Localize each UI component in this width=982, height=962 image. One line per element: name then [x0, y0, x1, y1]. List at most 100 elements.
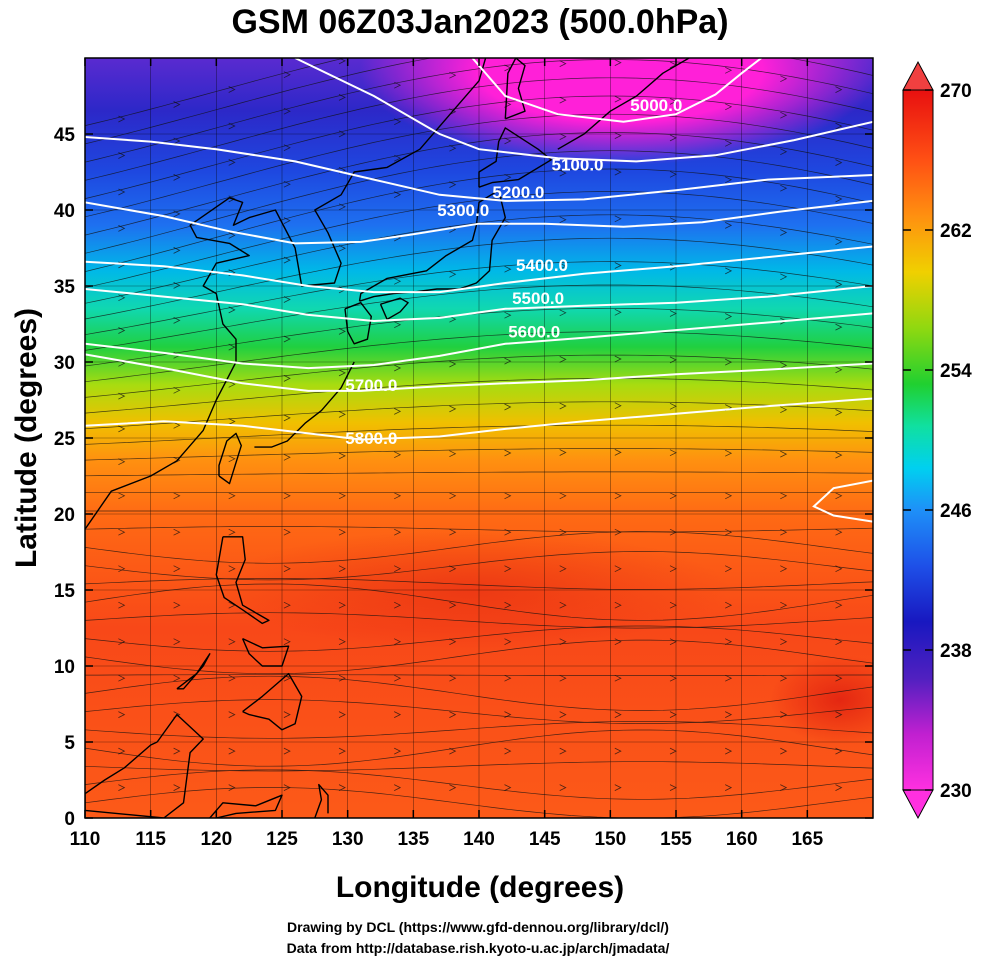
wind-arrow	[338, 411, 346, 418]
streamline	[85, 77, 873, 181]
wind-arrow	[118, 638, 126, 646]
wind-arrow	[394, 364, 402, 372]
contour-5400	[85, 245, 873, 294]
streamline	[85, 261, 873, 336]
wind-arrow	[173, 137, 181, 145]
wind-arrow	[228, 565, 236, 573]
wind-arrow	[835, 451, 843, 459]
wind-arrow	[780, 184, 788, 192]
y-tick-label: 30	[54, 353, 75, 374]
streamline	[85, 331, 873, 383]
wind-arrow	[504, 784, 512, 791]
wind-arrow	[338, 328, 346, 335]
wind-arrow	[835, 747, 843, 755]
wind-arrow	[449, 601, 457, 609]
wind-arrow	[394, 711, 402, 718]
wind-arrow	[283, 180, 291, 188]
wind-arrow	[725, 66, 733, 74]
streamline	[85, 729, 873, 767]
streamline	[85, 612, 873, 629]
wind-arrow	[725, 492, 733, 500]
wind-arrow	[118, 294, 126, 302]
wind-arrow	[449, 747, 457, 755]
contour-5100	[294, 58, 873, 163]
wind-arrow	[725, 267, 733, 275]
wind-arrow	[449, 492, 457, 500]
wind-arrow	[725, 449, 733, 457]
wind-arrow	[449, 784, 457, 791]
wind-arrow	[173, 386, 181, 394]
wind-arrow	[614, 601, 622, 609]
wind-arrow	[614, 492, 622, 500]
wind-arrow	[228, 528, 236, 536]
coast-kurils	[557, 58, 690, 150]
x-tick-label: 135	[397, 829, 429, 850]
wind-arrow	[725, 711, 733, 718]
wind-streamlines	[85, 39, 873, 818]
coast-hokkaido	[478, 127, 552, 188]
colorbar-min-extension	[902, 789, 934, 820]
streamline	[85, 307, 873, 367]
y-tick-label: 25	[54, 429, 76, 450]
wind-arrow	[118, 225, 126, 232]
wind-arrow	[228, 232, 236, 239]
streamline	[85, 401, 873, 430]
wind-arrow	[725, 222, 733, 229]
wind-arrow	[780, 229, 788, 236]
wind-arrow	[614, 308, 622, 316]
wind-arrow	[338, 369, 346, 377]
coast-palawan	[176, 653, 211, 690]
wind-arrow	[283, 144, 291, 152]
wind-arrow	[669, 310, 677, 317]
x-tick-label: 125	[266, 829, 298, 850]
wind-arrow	[394, 747, 402, 755]
wind-arrow	[504, 265, 512, 273]
wind-arrow	[228, 122, 236, 130]
wind-arrow	[118, 458, 126, 466]
wind-arrow	[669, 528, 677, 536]
wind-arrow	[338, 130, 346, 138]
wind-arrow	[338, 58, 346, 65]
wind-arrow	[228, 674, 236, 682]
wind-arrow	[614, 449, 622, 456]
wind-arrow	[394, 674, 402, 682]
wind-arrow	[559, 528, 567, 536]
wind-arrow	[449, 674, 457, 682]
wind-arrow	[283, 747, 291, 755]
wind-arrow	[283, 784, 291, 791]
contour-label: 5700.0	[345, 376, 397, 395]
wind-arrow	[559, 784, 567, 791]
y-axis-label: Latitude (degrees)	[10, 308, 43, 568]
wind-arrow	[725, 103, 733, 111]
wind-arrow	[614, 402, 622, 410]
wind-arrow	[559, 133, 567, 140]
wind-arrow	[780, 747, 788, 755]
wind-arrow	[504, 173, 512, 181]
wind-arrow	[835, 281, 843, 288]
colorbar-ticks: 230 238 246 254 262 270	[903, 81, 972, 802]
wind-arrow	[173, 638, 181, 646]
wind-arrow	[228, 86, 236, 93]
wind-arrow	[173, 492, 181, 500]
wind-arrow	[780, 638, 788, 646]
streamline	[85, 471, 873, 477]
wind-arrow	[669, 449, 677, 457]
wind-arrow	[338, 94, 346, 101]
wind-arrow	[780, 528, 788, 536]
coast-sakhalin	[504, 58, 526, 120]
wind-arrow	[780, 39, 786, 45]
wind-arrow	[559, 711, 567, 718]
wind-arrow	[614, 638, 622, 646]
wind-arrow	[669, 747, 677, 755]
gridlines	[85, 58, 873, 818]
wind-arrow	[559, 60, 567, 67]
contour-5500	[85, 285, 873, 323]
wind-arrow	[835, 323, 843, 331]
y-tick-label: 10	[54, 657, 75, 678]
streamline	[85, 674, 873, 676]
x-tick-label: 150	[594, 829, 626, 850]
wind-arrow	[835, 601, 843, 609]
wind-arrow	[173, 282, 181, 289]
contour-label: 5100.0	[552, 156, 604, 175]
wind-arrow	[725, 139, 733, 147]
